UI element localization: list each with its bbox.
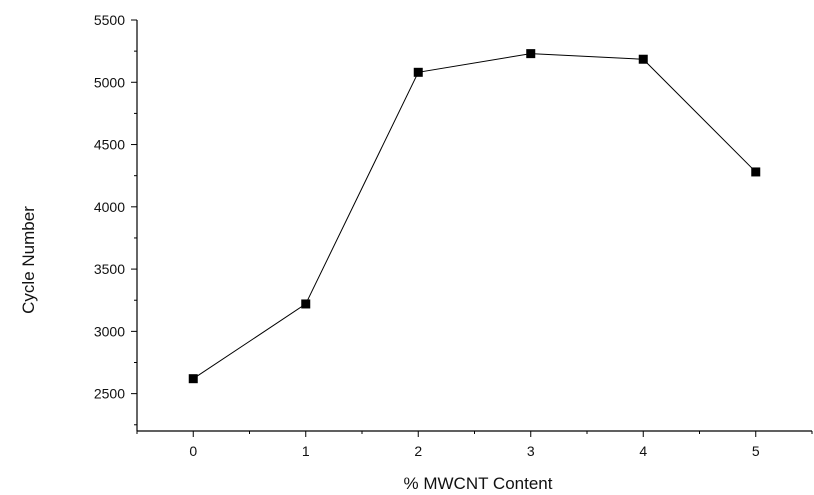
data-point-marker bbox=[188, 374, 198, 384]
y-tick-label: 2500 bbox=[94, 386, 125, 402]
y-tick-label: 4500 bbox=[94, 137, 125, 153]
data-point-marker bbox=[638, 54, 648, 64]
y-tick-label: 4000 bbox=[94, 199, 125, 215]
y-tick-label: 5000 bbox=[94, 74, 125, 90]
y-axis: 2500 3000 3500 4000 4500 5000 5500 bbox=[94, 12, 137, 426]
data-point-marker bbox=[751, 167, 761, 177]
data-point-marker bbox=[526, 49, 536, 59]
plot-frame bbox=[136, 20, 812, 432]
data-series bbox=[188, 49, 761, 384]
x-axis: 0 1 2 3 4 5 bbox=[136, 431, 813, 459]
x-tick-label: 2 bbox=[414, 443, 422, 459]
y-axis-title: Cycle Number bbox=[19, 206, 38, 314]
x-tick-label: 5 bbox=[752, 443, 760, 459]
x-axis-title: % MWCNT Content bbox=[404, 474, 553, 493]
x-tick-label: 0 bbox=[189, 443, 197, 459]
x-tick-label: 3 bbox=[527, 443, 535, 459]
data-point-marker bbox=[413, 67, 423, 77]
data-point-marker bbox=[301, 299, 311, 309]
x-tick-label: 4 bbox=[639, 443, 647, 459]
y-tick-label: 3000 bbox=[94, 323, 125, 339]
series-line bbox=[192, 53, 757, 380]
y-tick-label: 5500 bbox=[94, 12, 125, 28]
y-tick-label: 3500 bbox=[94, 261, 125, 277]
x-tick-label: 1 bbox=[302, 443, 310, 459]
